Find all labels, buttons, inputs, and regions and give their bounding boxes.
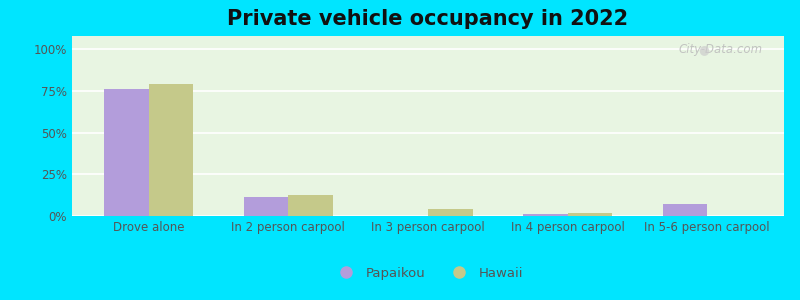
Bar	[244, 197, 288, 216]
Bar	[707, 215, 752, 216]
Text: ●: ●	[698, 43, 710, 56]
Bar	[523, 214, 568, 216]
Text: City-Data.com: City-Data.com	[678, 43, 762, 56]
Bar	[104, 89, 149, 216]
Title: Private vehicle occupancy in 2022: Private vehicle occupancy in 2022	[227, 9, 629, 29]
Bar	[568, 213, 612, 216]
Legend: Papaikou, Hawaii: Papaikou, Hawaii	[328, 261, 528, 285]
Bar	[149, 84, 194, 216]
Bar	[428, 209, 473, 216]
Bar	[662, 203, 707, 216]
Bar	[288, 195, 333, 216]
